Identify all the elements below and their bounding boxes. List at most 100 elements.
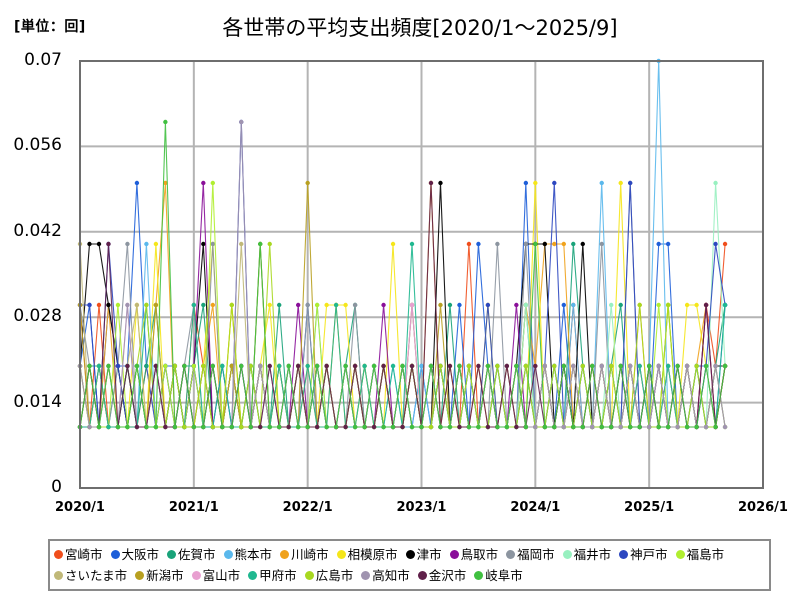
data-point [390,241,396,247]
y-tick-label: 0.042 [13,220,62,241]
data-point [627,363,633,369]
data-point [277,424,282,430]
data-point [201,180,206,186]
legend-item[interactable]: 高知市 [361,565,410,586]
legend-label: 金沢市 [428,568,467,583]
data-point [409,424,415,430]
legend-item[interactable]: 新潟市 [135,565,184,586]
legend-item[interactable]: 富山市 [191,565,241,586]
data-point [172,424,178,430]
legend-item[interactable]: 福島市 [675,544,724,565]
data-point [457,424,462,430]
data-point [87,424,92,430]
data-point [267,241,272,247]
data-point [381,424,386,430]
data-point [125,363,130,369]
data-point [618,363,623,369]
legend-marker-icon [135,571,145,580]
data-point [476,363,481,369]
data-point [447,302,453,308]
line-chart-plot [77,58,764,489]
legend-item[interactable]: 鳥取市 [449,544,498,565]
data-point [409,241,415,247]
data-point [703,302,709,308]
y-tick-label: 0.014 [13,391,62,412]
legend-marker-icon [449,550,459,559]
series-line [77,180,728,430]
data-point [419,424,424,430]
legend-item[interactable]: さいたま市 [54,565,127,586]
data-point [153,302,159,308]
data-point [713,241,718,247]
data-point [627,180,633,186]
data-point [466,424,472,430]
data-point [96,241,102,247]
legend-item[interactable]: 福岡市 [506,544,555,565]
legend-marker-icon [619,550,629,559]
legend-item[interactable]: 福井市 [562,544,612,565]
data-point [419,363,424,369]
data-point [87,241,92,247]
data-point [115,302,121,308]
legend-item[interactable]: 神戸市 [619,544,668,565]
legend-marker-icon [223,550,233,559]
data-point [324,424,329,430]
series-line [77,241,728,430]
data-point [609,363,614,369]
data-point [466,363,472,369]
data-point [504,363,510,369]
data-point [580,363,585,369]
data-point [182,424,187,430]
data-point [286,424,291,430]
data-point [381,363,386,369]
data-point [713,363,718,369]
data-point [523,302,529,308]
legend-label: 富山市 [202,568,241,583]
legend-label: 福井市 [573,547,612,562]
data-point [523,180,529,186]
data-point [191,302,197,308]
data-point [665,241,671,247]
legend-item[interactable]: 川崎市 [280,544,329,565]
data-point [229,424,234,430]
data-point [390,424,396,430]
data-point [400,363,405,369]
data-point [590,363,595,369]
data-point [514,302,519,308]
legend-item[interactable]: 相模原市 [336,544,398,565]
legend-item[interactable]: 津市 [405,544,442,565]
plot-border [79,60,764,489]
legend-label: 宮崎市 [65,547,103,562]
data-point [106,241,111,247]
data-point [495,241,500,247]
data-point [438,363,443,369]
data-point [144,241,149,247]
data-point [182,363,187,369]
data-point [485,363,491,369]
legend-item[interactable]: 岐阜市 [474,565,523,586]
data-point [438,302,443,308]
data-point [239,119,244,125]
legend-item[interactable]: 甲府市 [248,565,297,586]
data-point [428,180,434,186]
data-point [694,424,699,430]
data-point [713,424,718,430]
legend-label: 相模原市 [347,547,398,562]
data-point [447,424,453,430]
legend-item[interactable]: 熊本市 [223,544,272,565]
data-point [324,302,329,308]
legend-item[interactable]: 広島市 [304,565,353,586]
data-point [163,424,168,430]
data-point [684,302,690,308]
legend-item[interactable]: 大阪市 [110,544,159,565]
data-point [239,363,244,369]
legend-item[interactable]: 佐賀市 [167,544,216,565]
legend-item[interactable]: 金沢市 [417,565,467,586]
legend-marker-icon [191,571,201,580]
legend-item[interactable]: 宮崎市 [54,544,103,565]
data-point [277,302,282,308]
data-point [457,302,462,308]
data-point [144,302,149,308]
data-point [371,363,377,369]
x-tick-label: 2023/1 [396,500,447,515]
